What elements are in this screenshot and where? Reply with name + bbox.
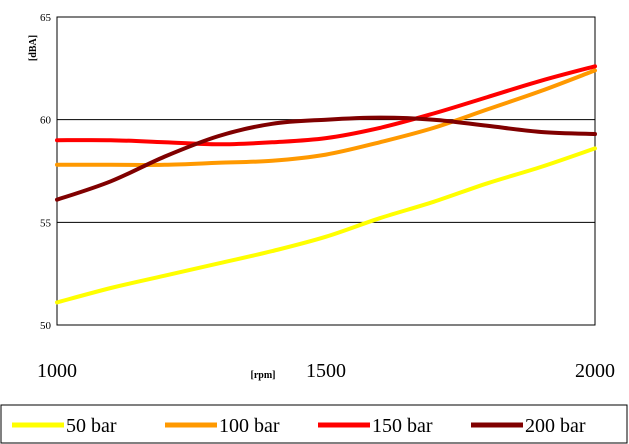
- y-axis-ticks: 50 55 60 65: [40, 12, 52, 332]
- legend-label: 50 bar: [66, 415, 117, 437]
- series-line-50-bar: [55, 146, 597, 305]
- y-tick-label: 65: [40, 12, 52, 24]
- x-tick-label: 1500: [306, 360, 346, 382]
- y-tick-label: 60: [40, 115, 52, 127]
- y-tick-label: 50: [40, 320, 52, 332]
- legend-label: 150 bar: [372, 415, 433, 437]
- series-line-100-bar: [55, 68, 597, 167]
- x-axis-ticks: 1000 1500 2000: [37, 360, 615, 382]
- legend-label: 100 bar: [219, 415, 280, 437]
- plot-area-border: [56, 16, 596, 326]
- x-axis-label: [rpm]: [251, 370, 276, 381]
- legend-label: 200 bar: [525, 415, 586, 437]
- x-tick-label: 2000: [575, 360, 615, 382]
- y-tick-label: 55: [40, 217, 52, 229]
- series-lines: [55, 64, 597, 305]
- x-tick-label: 1000: [37, 360, 77, 382]
- legend: 50 bar 100 bar 150 bar 200 bar: [12, 415, 586, 437]
- series-line-200-bar: [55, 115, 597, 202]
- y-axis-label: [dBA]: [28, 35, 39, 61]
- series-line-150-bar: [55, 64, 597, 147]
